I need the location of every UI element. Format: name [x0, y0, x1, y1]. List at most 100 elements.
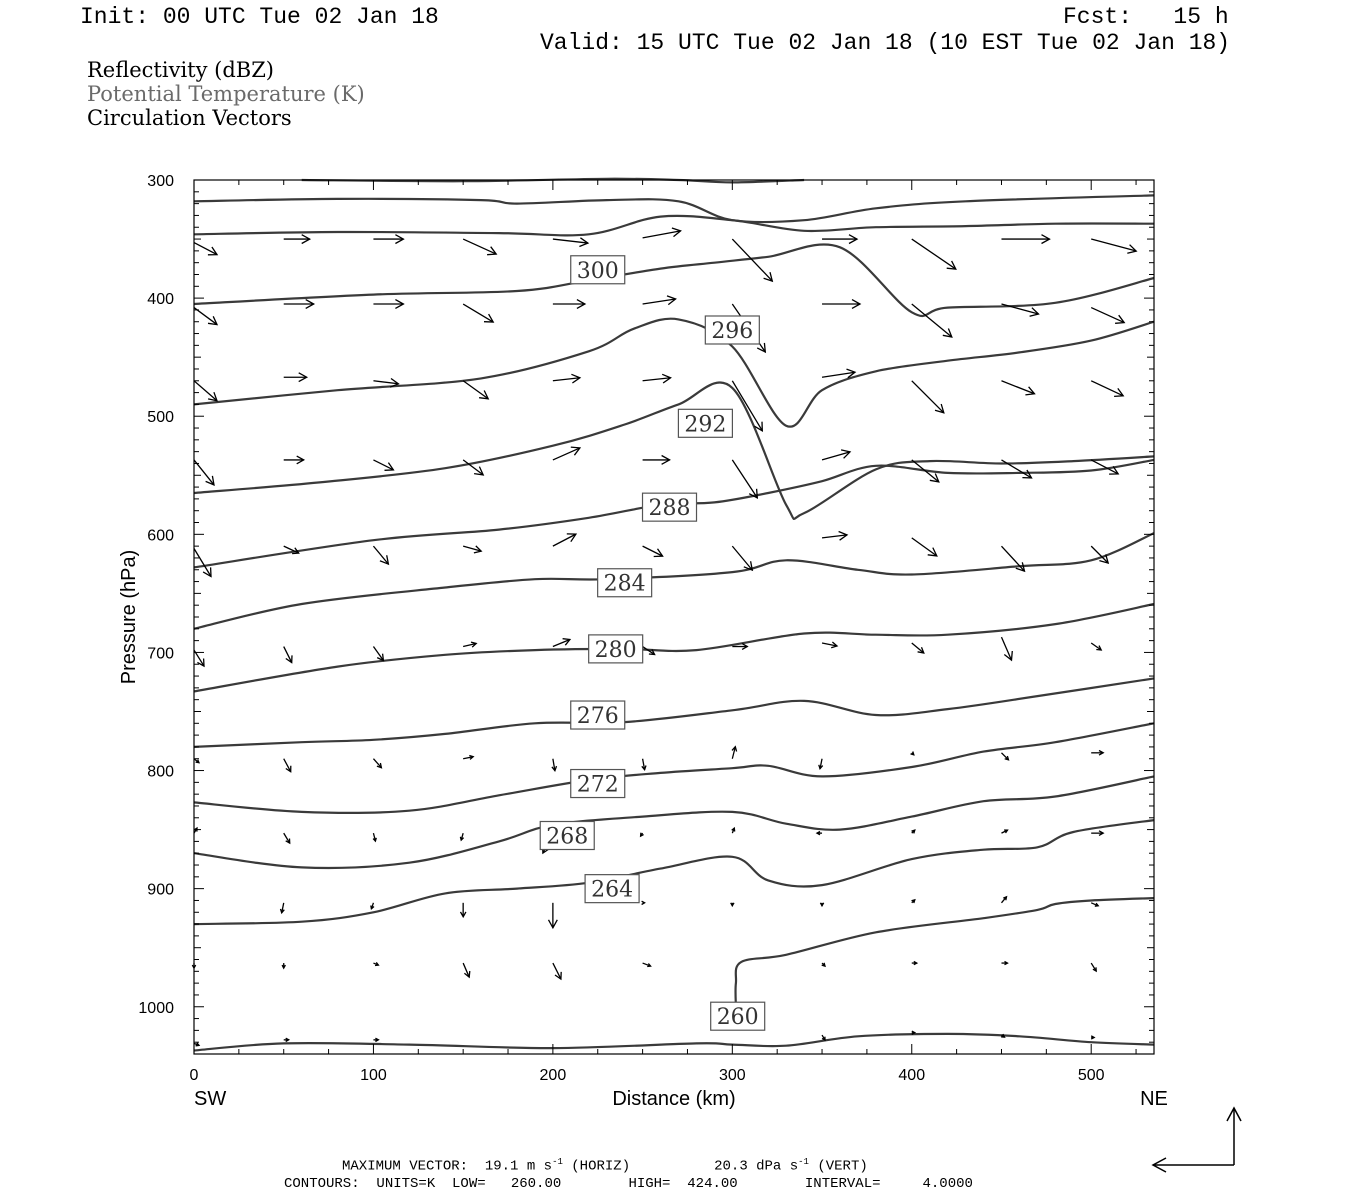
circulation-vector — [642, 962, 652, 968]
y-tick-label: 300 — [147, 173, 174, 190]
circulation-vector — [822, 234, 859, 245]
x-tick-label: 0 — [190, 1067, 199, 1084]
circulation-vector — [193, 459, 215, 486]
y-axis-title: Pressure (hPa) — [118, 550, 140, 685]
circulation-vector — [462, 238, 498, 256]
circulation-vector — [1001, 380, 1036, 396]
circulation-vector — [911, 459, 940, 483]
theta-contour-260-13 — [193, 1032, 1155, 1052]
theta-contour-292-4 — [193, 317, 1155, 428]
x-tick: 300 — [719, 180, 868, 1084]
circulation-vector — [283, 234, 312, 245]
circulation-vector — [462, 962, 471, 979]
circulation-vector — [1090, 642, 1103, 651]
circulation-vector — [373, 377, 400, 388]
circulation-vector — [1090, 902, 1100, 907]
circulation-vector — [911, 898, 916, 904]
circulation-vector — [283, 545, 300, 555]
max-vector-label: MAXIMUM VECTOR: — [342, 1158, 469, 1175]
contour-label-276: 276 — [570, 700, 626, 730]
x-tick-label: 300 — [719, 1067, 746, 1084]
circulation-vector — [815, 830, 823, 836]
circulation-vector — [373, 234, 405, 245]
theta-contour-276-8 — [193, 602, 1155, 693]
y-tick-label: 1000 — [138, 1000, 174, 1017]
contour-label-text: 288 — [649, 496, 691, 521]
circulation-vector — [818, 758, 824, 771]
circulation-vector — [821, 449, 852, 461]
circulation-vector — [1001, 960, 1009, 966]
circulation-vector — [283, 1037, 291, 1043]
circulation-vector — [459, 832, 465, 842]
circulation-vector — [911, 238, 957, 270]
circulation-vector — [283, 758, 292, 773]
contour-label-text: 280 — [595, 638, 637, 663]
legend-potential-temperature: Potential Temperature (K) — [87, 82, 365, 106]
circulation-vector — [281, 963, 286, 970]
circulation-vector — [193, 380, 219, 402]
circulation-vector — [821, 368, 857, 379]
theta-contour-264-11 — [193, 775, 1155, 870]
x-tick-label: 400 — [898, 1067, 925, 1084]
circulation-vector — [283, 646, 293, 664]
circulation-vector — [1001, 303, 1040, 317]
circulation-vector — [1000, 895, 1008, 904]
contour-label-text: 264 — [591, 878, 633, 903]
theta-contour-296-3 — [193, 243, 1155, 318]
circulation-vector — [1000, 636, 1013, 662]
circulation-vector — [372, 646, 385, 662]
y-tick-label: 600 — [147, 527, 174, 544]
theta-contour-284-6 — [193, 458, 1155, 569]
contour-label-296: 296 — [704, 315, 760, 345]
contour-label-284: 284 — [597, 568, 653, 598]
contour-layer — [193, 177, 1155, 1052]
circulation-vector — [642, 373, 672, 384]
circulation-vector — [462, 380, 490, 400]
circulation-vector — [279, 902, 285, 915]
circulation-vector — [911, 303, 953, 338]
contour-label-268: 268 — [539, 820, 595, 851]
y-tick-label: 800 — [147, 764, 174, 781]
plot-frame — [193, 179, 1155, 1055]
circulation-vector — [373, 459, 395, 471]
x-tick: 200 — [540, 180, 688, 1084]
contour-label-text: 260 — [717, 1005, 759, 1030]
sw-label: SW — [194, 1088, 226, 1110]
circulation-vector — [1090, 962, 1097, 973]
circulation-vector — [193, 242, 219, 256]
circulation-vector — [911, 380, 945, 414]
circulation-vector — [1091, 749, 1105, 756]
circulation-vector — [193, 548, 212, 578]
circulation-vector — [731, 459, 759, 500]
circulation-vector — [911, 960, 919, 966]
contour-label-288: 288 — [641, 492, 698, 522]
contour-label-264: 264 — [584, 874, 640, 904]
vector-layer — [191, 227, 1138, 1047]
circulation-vector — [551, 758, 558, 773]
circulation-vector — [821, 641, 839, 649]
theta-contour-260-14 — [734, 897, 1155, 1007]
reference-vector — [1151, 1106, 1242, 1173]
contour-label-text: 268 — [546, 825, 588, 850]
circulation-vector — [1001, 1033, 1006, 1038]
theta-contour-272-9 — [193, 677, 1155, 748]
circulation-vector — [1001, 459, 1033, 479]
circulation-vector — [373, 1037, 380, 1043]
x-tick-label: 200 — [540, 1067, 567, 1084]
x-tick: 0 — [190, 180, 330, 1084]
circulation-vector — [1000, 545, 1026, 573]
circulation-vector — [372, 758, 383, 769]
vert-exponent: -1 — [798, 1157, 809, 1167]
axis-layer: 0 100 200 300 400 500 300 400 500 600 700 800 900 100… — [138, 173, 1154, 1084]
theta-contour-268-10 — [193, 722, 1155, 814]
circulation-vector — [373, 962, 380, 967]
circulation-vector — [283, 832, 291, 845]
init-time: Init: 00 UTC Tue 02 Jan 18 — [80, 4, 439, 30]
x-axis-title: Distance (km) — [612, 1088, 735, 1110]
circulation-vector — [552, 533, 578, 547]
max-vector-line: MAXIMUM VECTOR: 19.1 m s-1 (HORIZ) 20.3 … — [342, 1158, 868, 1174]
circulation-vector — [641, 900, 646, 906]
circulation-vector — [552, 446, 582, 461]
circulation-vector — [1001, 752, 1010, 761]
horiz-tag: (HORIZ) — [571, 1158, 631, 1175]
